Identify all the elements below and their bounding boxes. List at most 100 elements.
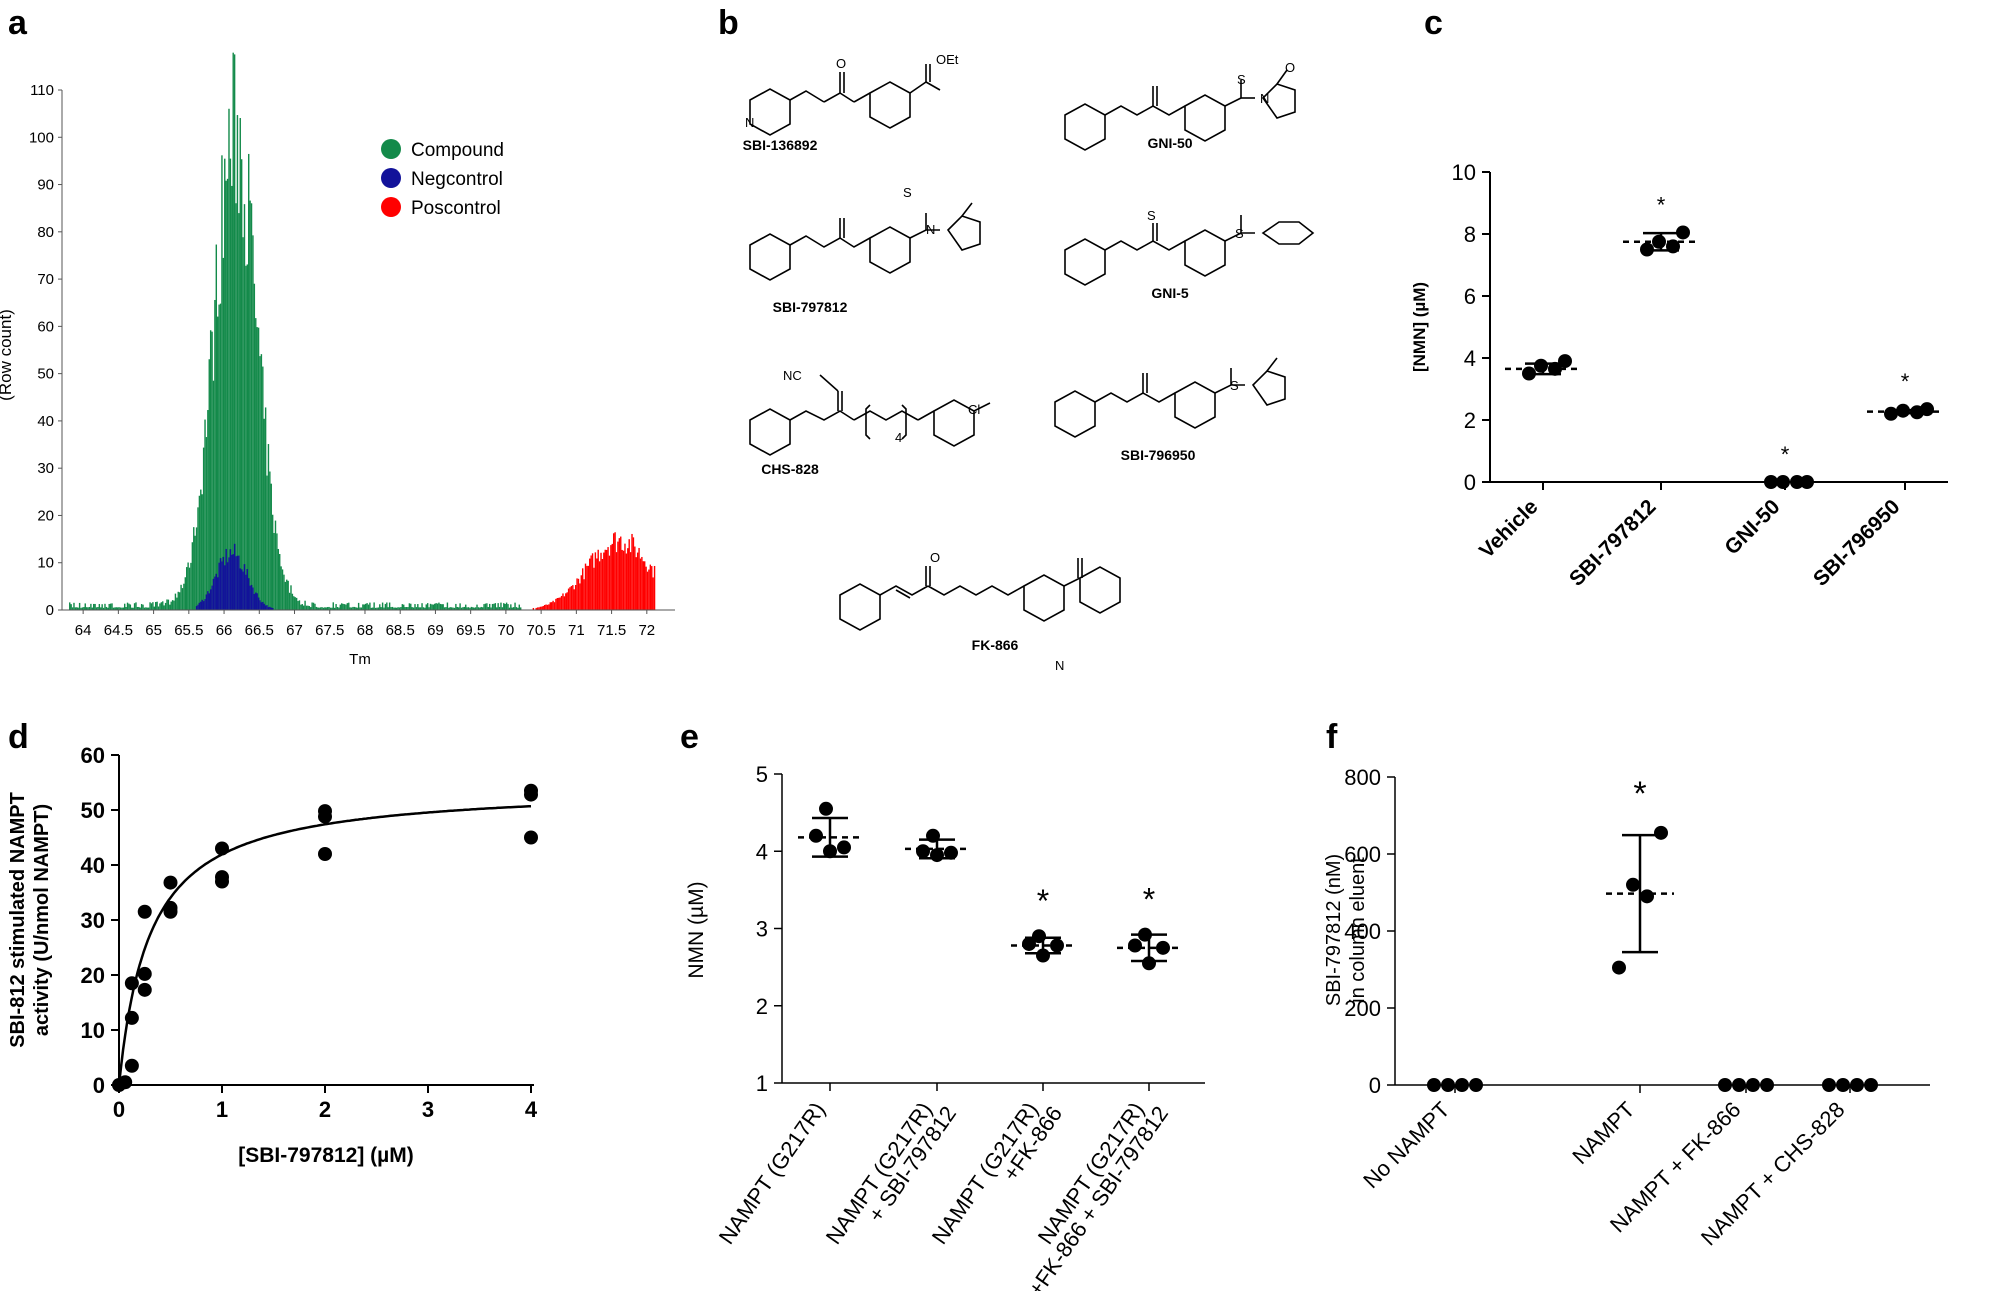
data-marks: * [1427,775,1878,1092]
histogram-bar [262,601,264,610]
histogram-bar [598,561,601,610]
histogram-bar [600,552,602,610]
histogram-bar [443,607,446,610]
histogram-bar [197,507,199,610]
histogram-bar [359,607,361,610]
histogram-bar [414,604,416,610]
histogram-bar [542,605,544,610]
data-point [1548,361,1562,376]
fit-curve [117,804,532,1086]
histogram-bar [398,607,401,610]
histogram-bar [634,546,636,610]
histogram-bar [211,331,213,610]
histogram-bar [608,555,611,610]
histogram-bar [200,601,202,610]
histogram-bar [204,419,206,610]
y-tick-label: 4 [756,839,768,864]
legend-compound-label: Compound [411,140,504,161]
histogram-bar [648,569,650,610]
structure-sbi-797812 [749,202,981,281]
histogram-bar [139,607,141,610]
histogram-bar [209,589,212,610]
histogram-bar [555,598,557,610]
x-tick-label: 70.5 [527,622,556,639]
histogram-bar [286,579,288,610]
histogram-bar [283,574,285,610]
histogram-bar [507,604,509,610]
histogram-bar [207,591,209,610]
histogram-bar [121,607,123,610]
histogram-bar [504,603,506,610]
histogram-bar [132,607,134,610]
histogram-bar [104,603,106,610]
histogram-bar [417,604,419,610]
histogram-bar [491,603,494,610]
histogram-bar [426,603,429,610]
histogram-bar [300,604,302,610]
histogram-bar [518,604,520,610]
y-tick-label: 0 [1369,1073,1381,1098]
histogram-bar [407,607,409,610]
data-point [163,900,178,915]
histogram-bar [479,607,481,610]
histogram-bar [350,607,353,610]
y-tick-label: 40 [37,413,54,430]
histogram-bar [136,606,139,610]
x-tick-label: No NAMPT [1358,1097,1454,1193]
histogram-bar [100,607,102,610]
x-tick-label: 66.5 [245,622,274,639]
histogram-bar [228,108,230,611]
histogram-bar [248,153,250,611]
histogram-bar [381,602,384,610]
histogram-bar [310,607,312,610]
histogram-bar [580,575,582,610]
atom-o2: O [1285,60,1295,75]
histogram-bar [217,577,219,610]
histogram-bar [221,561,223,610]
data-point [1612,960,1626,975]
structure-sbi-796950 [1054,357,1286,438]
histogram-bar [560,595,563,610]
histogram-bar [302,605,305,610]
atom-s3: S [1235,226,1244,241]
histogram-bar [186,567,188,610]
histogram-bar [331,607,333,610]
histogram-bar [312,602,315,610]
histogram-bar [166,599,168,610]
histogram-bar [333,607,336,610]
histogram-bar [256,593,258,610]
histogram-bar [329,607,332,610]
atom-n3: N [926,222,935,237]
histogram-bar [252,235,254,610]
histogram-bar [348,602,350,610]
x-tick-label: 66 [216,622,233,639]
histogram-bar [514,602,516,610]
data-point [1850,1078,1864,1092]
histogram-bar [119,607,122,610]
data-point [1050,938,1064,953]
histogram-bar [263,603,265,610]
y-axis-title-line2: in column eluent [1347,857,1369,1003]
histogram-bar [324,607,326,610]
histogram-bar [494,603,497,610]
histogram-bar [245,265,247,610]
y-tick-label: 8 [1464,222,1476,247]
histogram-bar [153,606,156,610]
histogram-bar [267,607,270,610]
histogram-bar [366,603,368,610]
histogram-bar [266,475,268,610]
histogram-bar [262,366,264,610]
histogram-bar [195,527,198,610]
atom-s2: S [903,185,912,200]
data-point [1920,402,1934,417]
histogram-bar [212,578,215,610]
data-point [819,801,833,816]
histogram-bar [627,548,629,610]
y-tick-label: 60 [37,318,54,335]
histogram-bar [622,550,625,610]
histogram-bar [274,520,277,610]
histogram-bar [584,563,587,610]
histogram-bar [500,602,502,610]
atom-s: S [1237,72,1246,87]
histogram-bar [198,602,201,610]
